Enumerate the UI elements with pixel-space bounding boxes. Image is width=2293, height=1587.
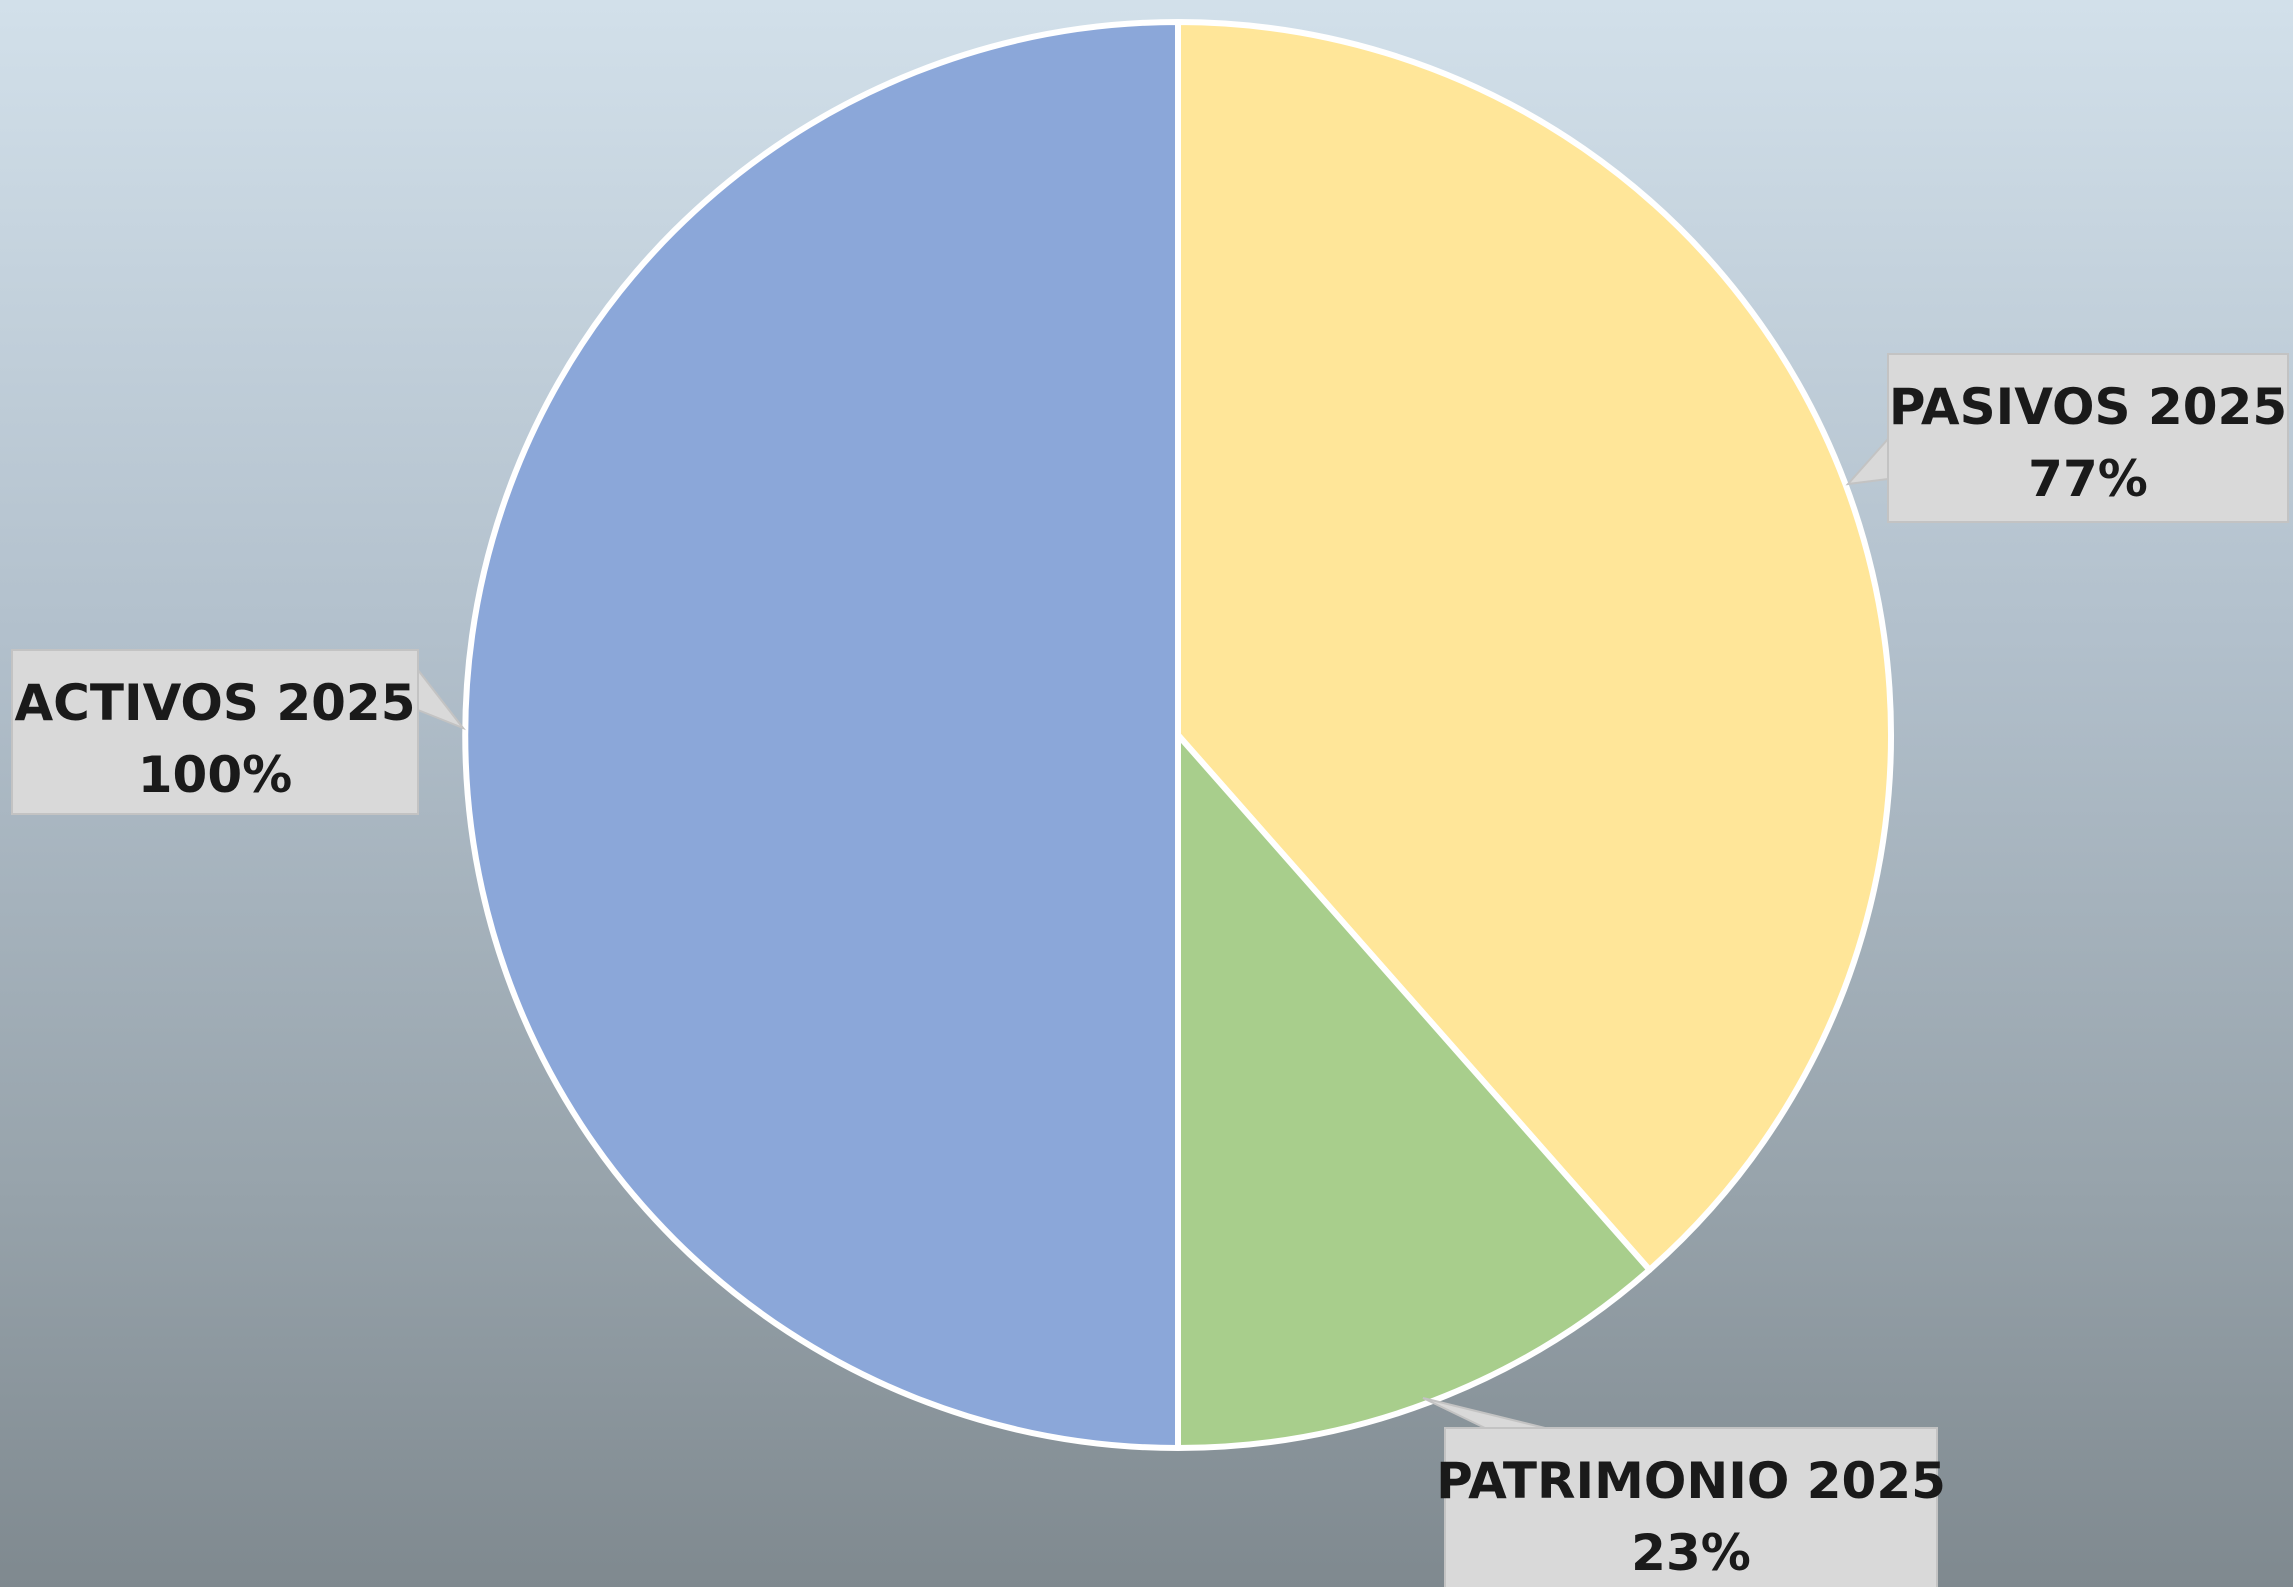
callout-pointer	[1422, 1397, 1546, 1429]
pie-slices	[462, 19, 1894, 1451]
data-label-percent: 77%	[2028, 450, 2148, 508]
callout-box	[1887, 353, 2289, 523]
data-label-name: ACTIVOS 2025	[14, 674, 415, 732]
pie-slice-activos	[462, 19, 1181, 1451]
callout-pointer	[1845, 436, 1889, 486]
data-label-percent: 100%	[138, 746, 292, 804]
data-label-percent: 23%	[1631, 1524, 1751, 1582]
data-label-name: PASIVOS 2025	[1889, 378, 2287, 436]
callout-box	[11, 649, 419, 815]
data-label-patrimonio: PATRIMONIO 2025 23%	[1422, 1397, 1946, 1587]
data-label-name: PATRIMONIO 2025	[1436, 1452, 1946, 1510]
data-label-pasivos: PASIVOS 2025 77%	[1845, 353, 2289, 523]
data-labels: ACTIVOS 2025 100% PASIVOS 2025 77% PATRIMONI…	[11, 353, 2289, 1587]
data-label-activos: ACTIVOS 2025 100%	[11, 649, 467, 815]
pie-slice-pasivos	[1175, 19, 1894, 1273]
callout-box	[1444, 1427, 1938, 1587]
callout-pointer	[417, 667, 467, 731]
